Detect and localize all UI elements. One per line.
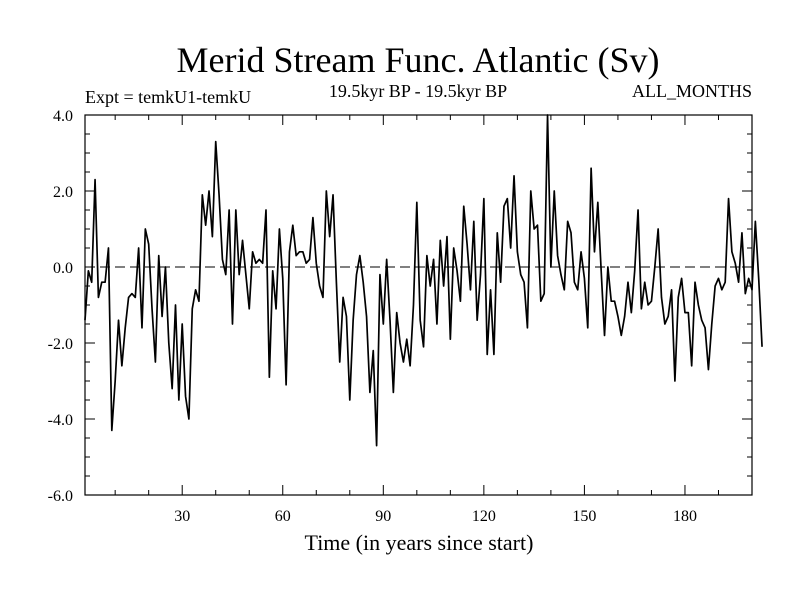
x-axis-label: Time (in years since start) (305, 530, 534, 555)
y-tick-label: -2.0 (48, 336, 73, 353)
subtitle-right: ALL_MONTHS (632, 81, 752, 101)
plot-frame (84, 114, 753, 496)
x-tick-label: 150 (572, 508, 596, 525)
x-tick-label: 90 (375, 508, 391, 525)
axes: -6.0 -4.0 -2.0 0.0 2.0 4.0 30 60 90 120 150 180 (48, 108, 753, 525)
y-tick-label: 4.0 (53, 108, 73, 125)
y-tick-label: -4.0 (48, 412, 73, 429)
plot-area (84, 114, 763, 447)
y-tick-label: 2.0 (53, 184, 73, 201)
x-tick-label: 60 (275, 508, 291, 525)
y-tick-label: -6.0 (48, 488, 73, 505)
subtitle-center: 19.5kyr BP - 19.5kyr BP (329, 81, 507, 101)
chart-title: Merid Stream Func. Atlantic (Sv) (177, 40, 660, 80)
x-tick-label: 120 (472, 508, 496, 525)
y-tick-label: 0.0 (53, 260, 73, 277)
subtitle-left: Expt = temkU1-temkU (85, 87, 251, 107)
x-tick-label: 30 (174, 508, 190, 525)
series-line (84, 114, 763, 447)
x-tick-label: 180 (673, 508, 697, 525)
